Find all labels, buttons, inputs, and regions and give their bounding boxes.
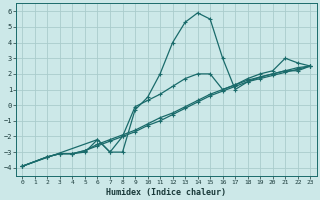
X-axis label: Humidex (Indice chaleur): Humidex (Indice chaleur) xyxy=(106,188,226,197)
